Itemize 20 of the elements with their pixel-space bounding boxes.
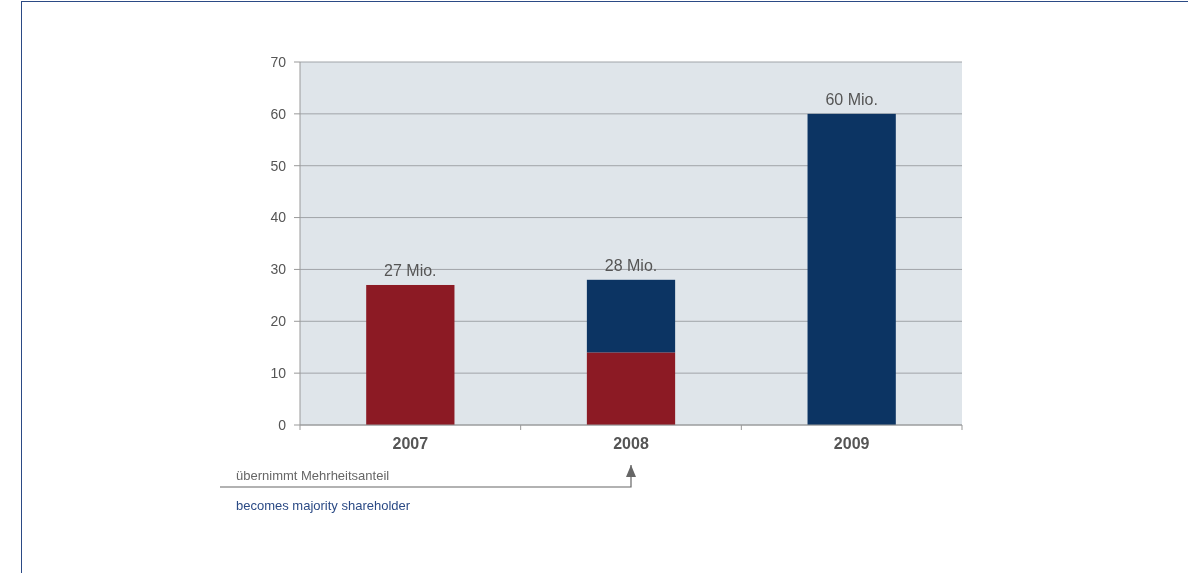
total-label: 60 Mio. [825, 90, 878, 108]
y-tick-label: 30 [270, 261, 287, 278]
bar [366, 284, 455, 425]
x-tick-label: 2007 [392, 435, 429, 452]
x-tick-label: 2009 [833, 435, 870, 452]
bar [586, 352, 676, 425]
y-tick-label: 60 [270, 105, 287, 122]
total-label: 28 Mio. [604, 256, 658, 274]
y-tick-label: 0 [278, 416, 287, 433]
bar [807, 113, 896, 425]
total-label: 27 Mio. [384, 261, 437, 279]
y-tick-label: 10 [270, 365, 287, 382]
y-tick-label: 20 [270, 313, 287, 330]
text: übernimmt Mehrheitsanteil [236, 468, 390, 483]
y-tick-label: 40 [270, 209, 287, 226]
bar [586, 279, 676, 353]
x-tick-label: 2008 [613, 435, 649, 452]
y-tick-label: 70 [270, 53, 287, 70]
y-tick-label: 50 [270, 157, 287, 174]
text: becomes majority shareholder [236, 498, 411, 513]
